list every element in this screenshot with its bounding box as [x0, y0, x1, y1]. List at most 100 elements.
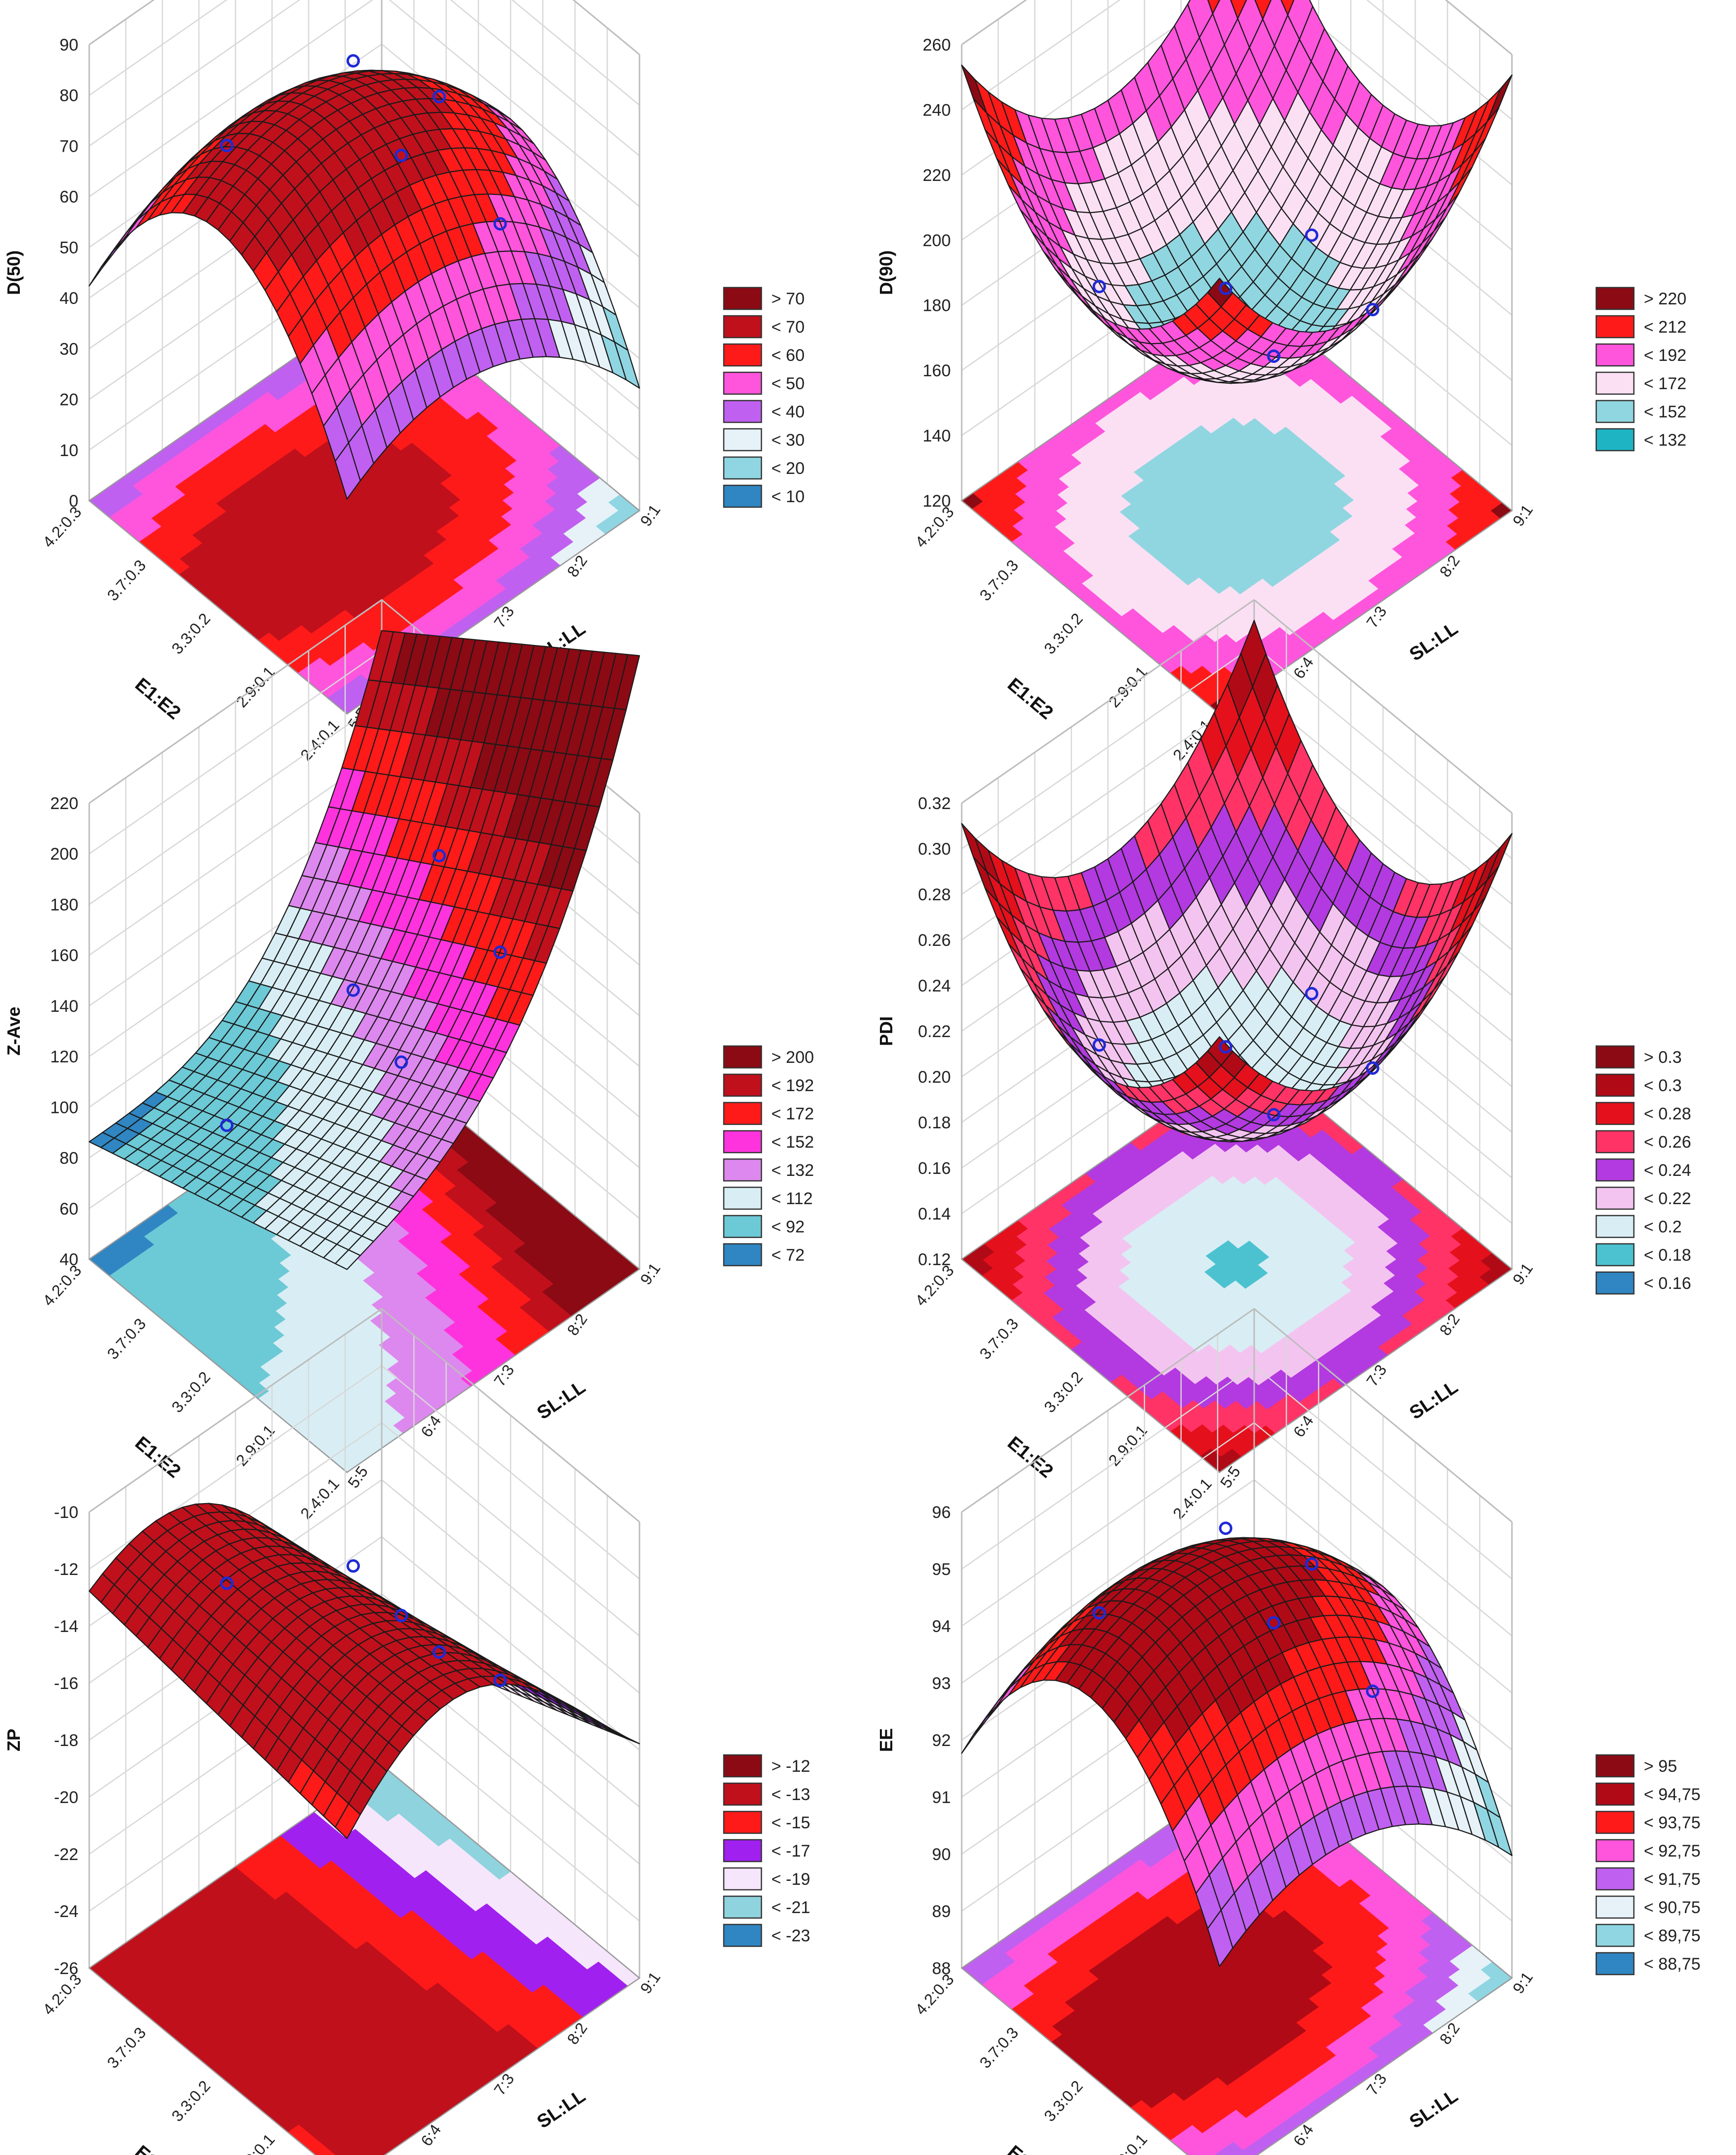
legend-swatch: [1595, 1045, 1635, 1069]
legend-swatch: [723, 1130, 762, 1154]
z-tick-label: 200: [923, 231, 951, 250]
legend-label: > 70: [771, 290, 805, 308]
legend-label: < 0.22: [1644, 1189, 1691, 1208]
z-axis-label: PDI: [876, 1016, 896, 1046]
y-tick-label: 2.9:0.1: [232, 1421, 278, 1469]
observed-point: [220, 139, 233, 153]
legend-swatch: [723, 1158, 762, 1182]
legend-swatch: [1595, 371, 1635, 395]
grid-line: [89, 0, 640, 55]
y-tick-label: 2.4:0.1: [297, 1475, 343, 1523]
z-tick-label: 120: [50, 1048, 78, 1066]
grid-line: [961, 0, 1512, 185]
legend-label: < 10: [771, 487, 805, 506]
z-tick-label: 140: [50, 997, 78, 1016]
legend-label: < 0.3: [1644, 1076, 1682, 1095]
chart-panel-5: -26-24-22-20-18-16-14-12-10ZP5:56:47:38:…: [3, 1308, 810, 2155]
chart-panel-4: 0.120.140.160.180.200.220.240.260.280.30…: [876, 599, 1691, 1523]
y-tick-label: 3.7:0.3: [104, 556, 149, 604]
z-tick-label: 0.22: [918, 1022, 951, 1041]
surface-mesh: [88, 69, 640, 500]
x-axis-label: SL:LL: [1406, 1377, 1462, 1424]
z-tick-label: 180: [50, 895, 78, 914]
legend-swatch: [723, 287, 762, 310]
legend-label: < 20: [771, 459, 805, 478]
legend-swatch: [1595, 315, 1635, 339]
z-tick-label: 240: [923, 101, 951, 119]
surface-mesh: [961, 0, 1513, 384]
legend-swatch: [723, 1045, 762, 1069]
x-tick-label: 9:1: [1509, 1260, 1536, 1288]
legend-label: < 92: [771, 1218, 805, 1236]
y-tick-label: 3.7:0.3: [104, 1315, 149, 1363]
y-tick-label: 3.3:0.2: [1041, 1368, 1086, 1416]
z-axis: 0.120.140.160.180.200.220.240.260.280.30…: [876, 794, 951, 1269]
z-tick-label: 0.18: [918, 1113, 951, 1132]
x-axis-label: SL:LL: [1406, 618, 1462, 665]
legend-label: < 0.26: [1644, 1133, 1691, 1152]
y-axis-label: E1:E2: [131, 674, 184, 724]
z-tick-label: 220: [923, 166, 951, 185]
legend-swatch: [723, 1073, 762, 1097]
legend-label: < 132: [771, 1161, 814, 1180]
legend-label: > 200: [771, 1048, 814, 1067]
y-tick-label: 2.4:0.1: [1169, 1475, 1215, 1523]
z-tick-label: 0.28: [918, 885, 951, 904]
legend: > 70< 70< 60< 50< 40< 30< 20< 10: [723, 287, 805, 508]
y-axis-label: E1:E2: [131, 1433, 184, 1482]
legend-swatch: [723, 315, 762, 339]
legend-swatch: [723, 428, 762, 452]
legend-label: > 220: [1644, 290, 1686, 308]
legend-swatch: [1595, 1158, 1635, 1182]
legend-swatch: [1595, 1186, 1635, 1210]
z-tick-label: 30: [59, 340, 78, 358]
box-edge: [89, 0, 155, 46]
y-tick-label: 2.9:0.1: [1105, 1421, 1151, 1469]
z-axis-label: Z-Ave: [3, 1007, 24, 1056]
z-tick-label: 0: [69, 492, 78, 511]
z-tick-label: 160: [50, 946, 78, 965]
legend: > 0.3< 0.3< 0.28< 0.26< 0.24< 0.22< 0.2<…: [1595, 1045, 1691, 1295]
box-edge: [1445, 0, 1512, 56]
legend-label: < 30: [771, 431, 805, 450]
observed-point: [347, 54, 360, 68]
z-tick-label: 0.14: [918, 1205, 951, 1223]
legend-label: < 0.28: [1644, 1105, 1691, 1123]
grid-line: [89, 0, 640, 157]
z-tick-label: 50: [59, 238, 78, 257]
legend-swatch: [1595, 1215, 1635, 1238]
legend-swatch: [723, 456, 762, 480]
z-tick-label: 160: [923, 361, 951, 380]
floor-contour: [960, 296, 1513, 715]
legend-label: < 50: [771, 374, 805, 393]
x-tick-label: 9:1: [1509, 501, 1536, 529]
legend-swatch: [723, 484, 762, 508]
y-tick-label: 2.4:0.1: [297, 716, 343, 764]
observed-point: [395, 148, 408, 162]
z-tick-label: 260: [923, 36, 951, 55]
z-tick-label: 10: [59, 441, 78, 460]
z-tick-label: 70: [59, 137, 78, 156]
y-tick-label: 3.7:0.3: [976, 1315, 1022, 1363]
legend-swatch: [1595, 1243, 1635, 1267]
box-edge: [572, 0, 640, 56]
legend-label: < 112: [771, 1189, 813, 1208]
legend-label: < 132: [1644, 431, 1686, 450]
z-axis-label: D(50): [3, 250, 24, 295]
x-axis-label: SL:LL: [533, 1377, 589, 1424]
z-tick-label: 180: [923, 296, 951, 315]
grid-line: [89, 0, 640, 207]
legend-swatch: [723, 400, 762, 423]
z-tick-label: 100: [50, 1098, 78, 1117]
surface-cell: [335, 442, 361, 500]
legend-swatch: [723, 1102, 762, 1125]
legend-label: < 0.18: [1644, 1246, 1691, 1265]
y-tick-label: 3.7:0.3: [976, 556, 1022, 604]
z-tick-label: 0.32: [918, 794, 951, 813]
legend-label: < 40: [771, 403, 805, 421]
legend-label: < 60: [771, 346, 805, 365]
